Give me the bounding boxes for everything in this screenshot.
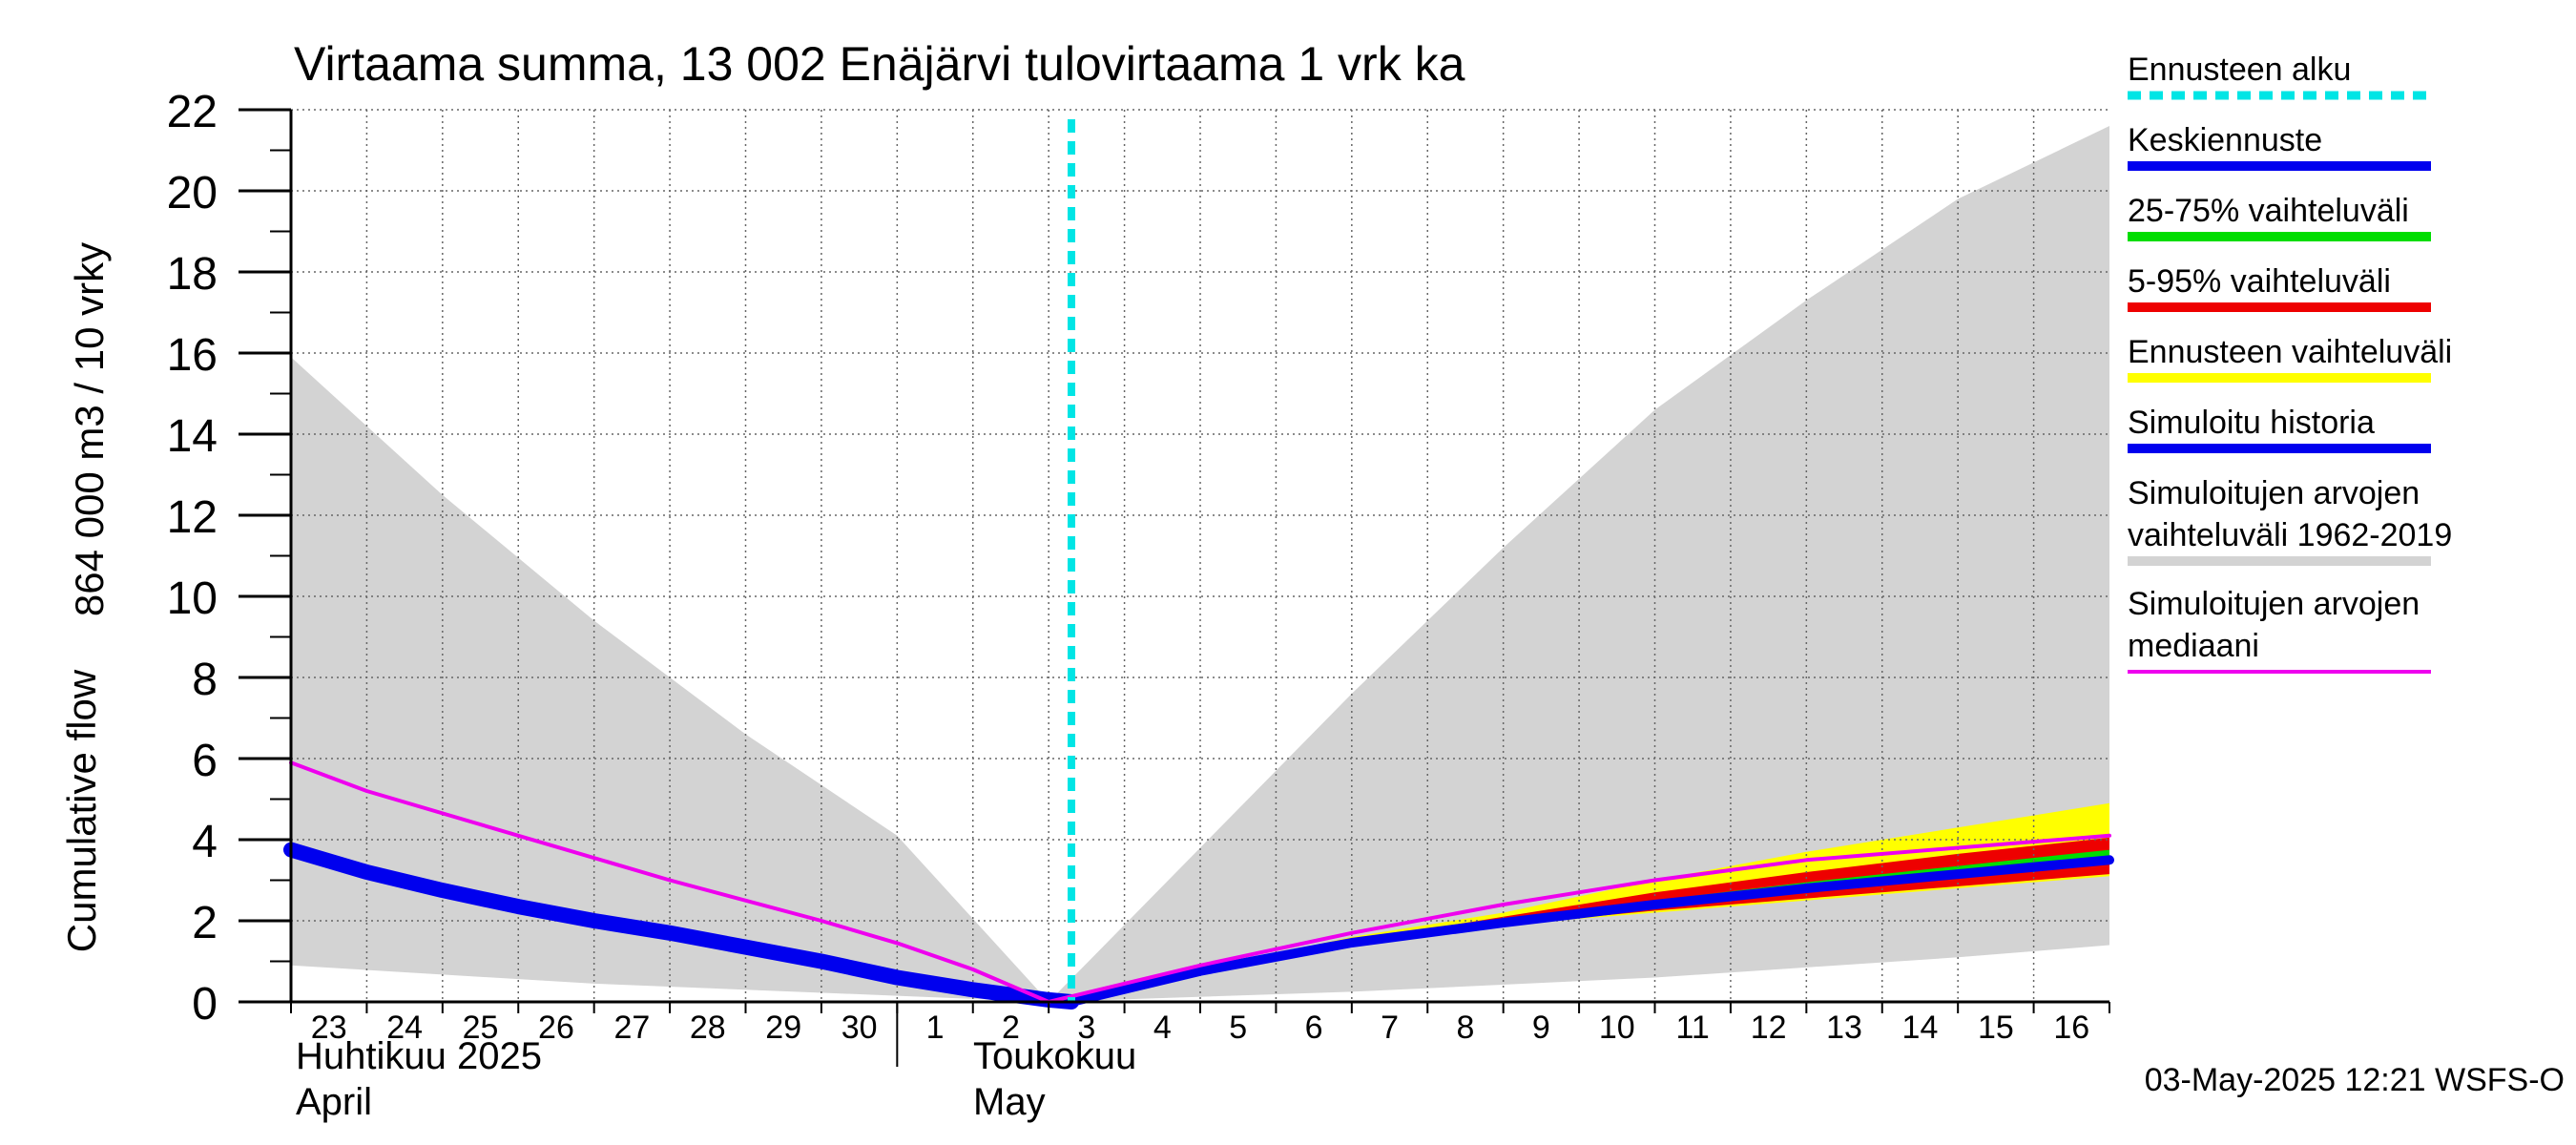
y-axis-label-title: Cumulative flow — [59, 669, 104, 952]
y-tick-label-2: 4 — [192, 817, 218, 867]
x-tick-label-22: 15 — [1978, 1010, 2014, 1046]
y-tick-labels: 0 2 4 6 8 10 12 14 16 18 20 22 — [167, 87, 218, 1030]
x-tick-label-19: 12 — [1751, 1010, 1787, 1046]
legend-label-forecast-range: Ennusteen vaihteluväli — [2128, 334, 2452, 370]
x-tick-label-20: 13 — [1826, 1010, 1862, 1046]
y-tick-label-9: 18 — [167, 249, 218, 300]
legend-label-mean-forecast: Keskiennuste — [2128, 122, 2322, 158]
month-label-may-en: May — [973, 1081, 1046, 1123]
legend-label-p25-75: 25-75% vaihteluväli — [2128, 193, 2409, 229]
legend-label-hist-range-line2: vaihteluväli 1962-2019 — [2128, 517, 2452, 553]
timestamp: 03-May-2025 12:21 WSFS-O — [2145, 1062, 2565, 1098]
simulated-history-line — [283, 842, 1079, 1010]
x-tick-label-10: 3 — [1077, 1010, 1095, 1046]
mean-forecast-line — [1067, 855, 2114, 1007]
x-tick-labels: 23 24 25 26 27 28 29 30 1 2 3 4 5 6 7 8 9 10 11 12 13 14 15 16 — [311, 1010, 2089, 1046]
legend-label-hist-median-line2: mediaani — [2128, 628, 2259, 664]
legend-label-hist-median-line1: Simuloitujen arvojen — [2128, 586, 2420, 622]
y-tick-label-5: 10 — [167, 573, 218, 624]
x-tick-label-13: 6 — [1305, 1010, 1323, 1046]
x-tick-label-0: 23 — [311, 1010, 347, 1046]
month-label-may-fi: Toukokuu — [973, 1035, 1136, 1077]
y-tick-label-3: 6 — [192, 736, 218, 786]
y-tick-label-0: 0 — [192, 979, 218, 1030]
x-tick-label-14: 7 — [1381, 1010, 1399, 1046]
y-tick-label-1: 2 — [192, 898, 218, 948]
x-tick-label-12: 5 — [1229, 1010, 1247, 1046]
x-tick-label-1: 24 — [386, 1010, 423, 1046]
x-tick-label-9: 2 — [1002, 1010, 1020, 1046]
legend-label-p5-95: 5-95% vaihteluväli — [2128, 263, 2391, 300]
y-tick-label-4: 8 — [192, 655, 218, 705]
legend: Ennusteen alku Keskiennuste 25-75% vaiht… — [2128, 52, 2452, 674]
legend-label-simulated-history: Simuloitu historia — [2128, 405, 2375, 441]
month-label-april-en: April — [296, 1081, 372, 1123]
plot-area — [283, 109, 2114, 1010]
x-tick-label-16: 9 — [1532, 1010, 1550, 1046]
month-label-april-fi: Huhtikuu 2025 — [296, 1035, 542, 1077]
y-tick-label-11: 22 — [167, 87, 218, 137]
chart-title: Virtaama summa, 13 002 Enäjärvi tulovirt… — [294, 37, 1465, 91]
legend-label-hist-range-line1: Simuloitujen arvojen — [2128, 475, 2420, 511]
y-tick-label-8: 16 — [167, 330, 218, 381]
x-tick-label-2: 25 — [463, 1010, 499, 1046]
x-tick-label-15: 8 — [1456, 1010, 1474, 1046]
y-tick-label-6: 12 — [167, 492, 218, 543]
legend-label-forecast-start: Ennusteen alku — [2128, 52, 2351, 88]
x-tick-label-3: 26 — [538, 1010, 574, 1046]
y-axis-label-units: 864 000 m3 / 10 vrky — [67, 242, 112, 616]
x-tick-label-23: 16 — [2053, 1010, 2089, 1046]
y-tick-label-7: 14 — [167, 411, 218, 462]
x-tick-label-11: 4 — [1153, 1010, 1172, 1046]
x-tick-label-18: 11 — [1676, 1010, 1710, 1046]
x-tick-label-6: 29 — [765, 1010, 801, 1046]
axes — [239, 108, 2110, 1067]
x-tick-label-21: 14 — [1902, 1010, 1939, 1046]
y-tick-label-10: 20 — [167, 168, 218, 219]
x-tick-label-17: 10 — [1599, 1010, 1635, 1046]
x-tick-label-8: 1 — [926, 1010, 945, 1046]
x-tick-label-5: 28 — [690, 1010, 726, 1046]
plot-lines — [283, 119, 2114, 1010]
hist-range-area — [291, 126, 2109, 1002]
x-tick-label-4: 27 — [613, 1010, 650, 1046]
x-tick-label-7: 30 — [841, 1010, 878, 1046]
forecast-range-area — [1071, 802, 2109, 1002]
